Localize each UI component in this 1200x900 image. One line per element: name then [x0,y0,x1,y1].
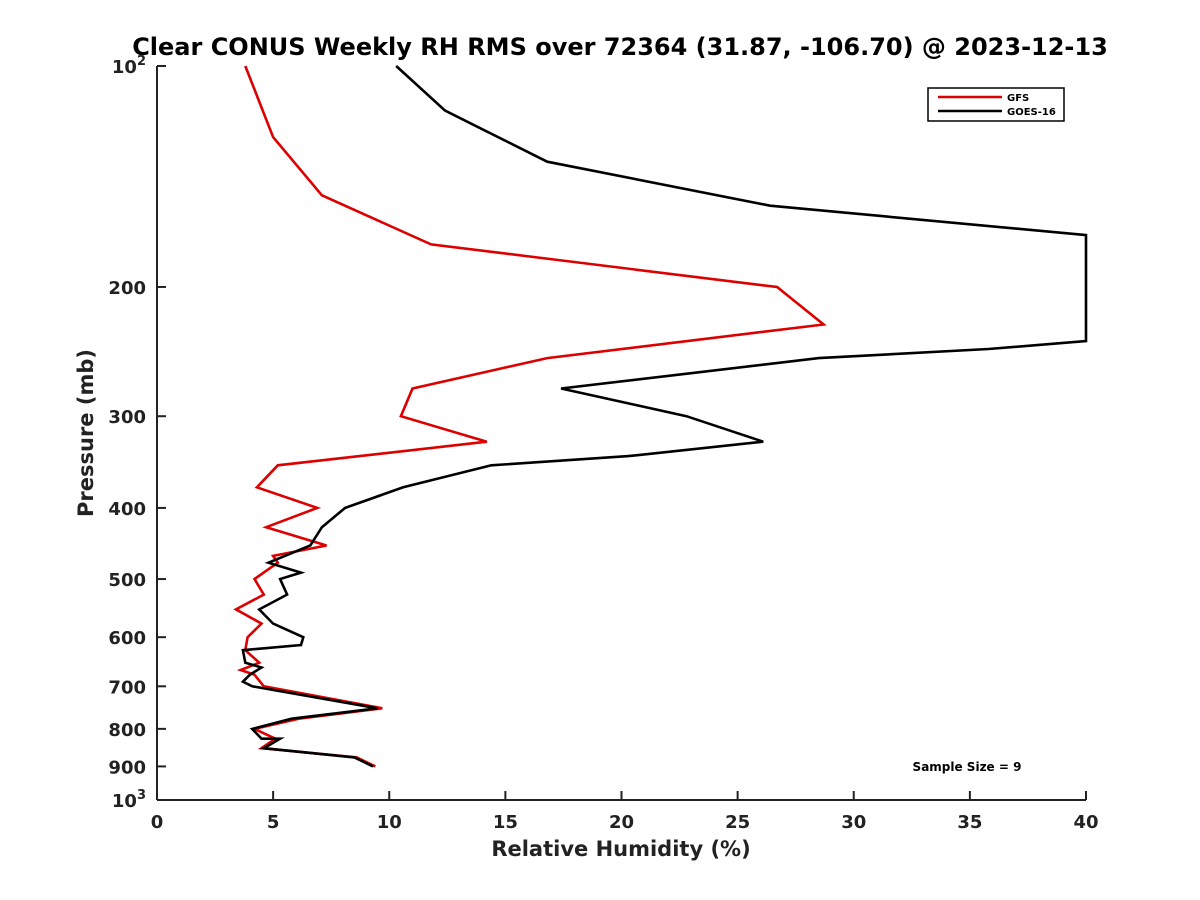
legend-box [927,87,1065,122]
axes: 0 5 10 15 20 25 30 35 40102200300400500600700800… [108,54,1098,833]
legend-label-goes16: GOES-16 [1007,107,1056,118]
y-axis-label: Pressure (mb) [74,349,98,517]
y-tick-label: 900 [108,757,146,778]
x-tick-label: 35 [957,812,982,833]
x-tick-label: 15 [493,812,518,833]
series-line-goes16 [240,65,1088,768]
x-tick-label: 30 [841,812,866,833]
y-tick-label: 700 [108,677,146,698]
y-tick-label: 200 [108,278,146,299]
x-tick-label: 5 [267,812,280,833]
y-tick-label: 800 [108,720,146,741]
chart-title: Clear CONUS Weekly RH RMS over 72364 (31… [132,33,1108,61]
y-tick-label: 600 [108,628,146,649]
legend-label-gfs: GFS [1007,93,1029,104]
y-tick-label: 400 [108,499,146,520]
series-layer [233,65,1088,768]
x-tick-label: 20 [609,812,634,833]
x-tick-label: 25 [725,812,750,833]
legend: GFS GOES-16 [927,87,1065,122]
x-tick-label: 40 [1073,812,1098,833]
x-tick-label: 10 [377,812,402,833]
y-tick-label: 300 [108,407,146,428]
x-axis-label: Relative Humidity (%) [491,837,750,861]
x-tick-label: 0 [151,812,164,833]
sample-size-annotation: Sample Size = 9 [913,760,1022,774]
y-tick-label: 500 [108,570,146,591]
